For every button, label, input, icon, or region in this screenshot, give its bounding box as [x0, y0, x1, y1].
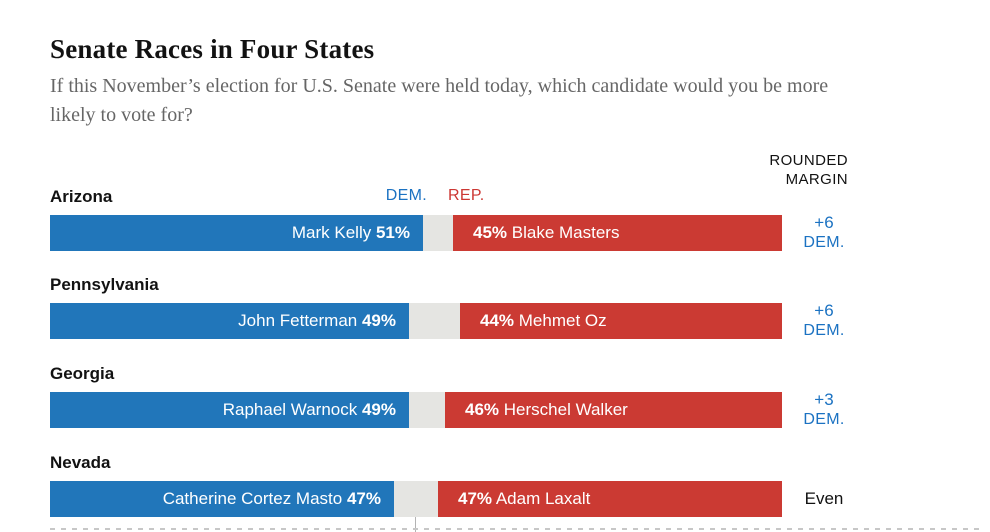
margin-cell: +6 DEM.	[784, 213, 864, 253]
rep-candidate-name: Herschel Walker	[503, 400, 628, 419]
rounded-margin-header: ROUNDED MARGIN	[769, 151, 848, 189]
rep-column-label: REP.	[448, 187, 485, 204]
rounded-margin-header-line1: ROUNDED	[769, 152, 848, 169]
rep-bar: 44% Mehmet Oz	[460, 303, 782, 339]
rep-candidate-pct: 46%	[465, 400, 500, 419]
bar-track: Catherine Cortez Masto 47% 47% Adam Laxal…	[50, 481, 782, 517]
chart-subtitle: If this November’s election for U.S. Sen…	[50, 75, 829, 126]
dashed-baseline	[50, 528, 985, 530]
margin-cell: +6 DEM.	[784, 301, 864, 341]
rep-candidate-pct: 47%	[458, 489, 493, 508]
rep-bar-label: 46% Herschel Walker	[445, 392, 628, 428]
rep-candidate-name: Mehmet Oz	[518, 311, 607, 330]
state-label: Georgia	[50, 364, 115, 383]
margin-cell: +3 DEM.	[784, 390, 864, 430]
bar-track: John Fetterman 49% 44% Mehmet Oz	[50, 303, 782, 339]
margin-value: +6	[814, 213, 834, 232]
margin-party: DEM.	[803, 322, 845, 339]
rep-candidate-pct: 45%	[473, 223, 508, 242]
rep-bar: 47% Adam Laxalt	[438, 481, 782, 517]
rounded-margin-header-line2: MARGIN	[785, 171, 848, 188]
dem-candidate-pct: 49%	[361, 400, 396, 419]
dem-candidate-pct: 51%	[375, 223, 410, 242]
margin-value: +6	[814, 301, 834, 320]
dem-bar: Raphael Warnock 49%	[50, 392, 409, 428]
dem-bar-label: Raphael Warnock 49%	[223, 392, 409, 428]
rep-candidate-name: Adam Laxalt	[495, 489, 591, 508]
state-label: Pennsylvania	[50, 275, 159, 294]
rep-bar: 46% Herschel Walker	[445, 392, 782, 428]
margin-value: Even	[804, 489, 844, 508]
chart-title: Senate Races in Four States	[50, 34, 375, 64]
dem-bar: Mark Kelly 51%	[50, 215, 423, 251]
state-label: Arizona	[50, 187, 113, 206]
margin-value: +3	[814, 390, 834, 409]
margin-cell: Even	[784, 479, 864, 519]
margin-party: DEM.	[803, 411, 845, 428]
rep-bar-label: 47% Adam Laxalt	[438, 481, 590, 517]
rep-bar-label: 44% Mehmet Oz	[460, 303, 607, 339]
rep-bar: 45% Blake Masters	[453, 215, 782, 251]
rep-candidate-pct: 44%	[480, 311, 515, 330]
bar-track: Mark Kelly 51% 45% Blake Masters	[50, 215, 782, 251]
rep-bar-label: 45% Blake Masters	[453, 215, 619, 251]
dem-candidate-pct: 47%	[346, 489, 381, 508]
bar-track: Raphael Warnock 49% 46% Herschel Walker	[50, 392, 782, 428]
margin-party: DEM.	[803, 234, 845, 251]
dem-candidate-pct: 49%	[361, 311, 396, 330]
dem-candidate-name: Mark Kelly	[291, 223, 372, 242]
dem-bar: John Fetterman 49%	[50, 303, 409, 339]
dem-bar: Catherine Cortez Masto 47%	[50, 481, 394, 517]
dem-bar-label: Catherine Cortez Masto 47%	[163, 481, 394, 517]
dem-candidate-name: Raphael Warnock	[222, 400, 358, 419]
dem-bar-label: John Fetterman 49%	[238, 303, 409, 339]
dem-column-label: DEM.	[385, 187, 427, 204]
state-label: Nevada	[50, 453, 111, 472]
dem-bar-label: Mark Kelly 51%	[292, 215, 423, 251]
rep-candidate-name: Blake Masters	[511, 223, 620, 242]
dem-candidate-name: John Fetterman	[238, 311, 358, 330]
center-axis-tick	[415, 517, 416, 532]
dem-candidate-name: Catherine Cortez Masto	[162, 489, 343, 508]
